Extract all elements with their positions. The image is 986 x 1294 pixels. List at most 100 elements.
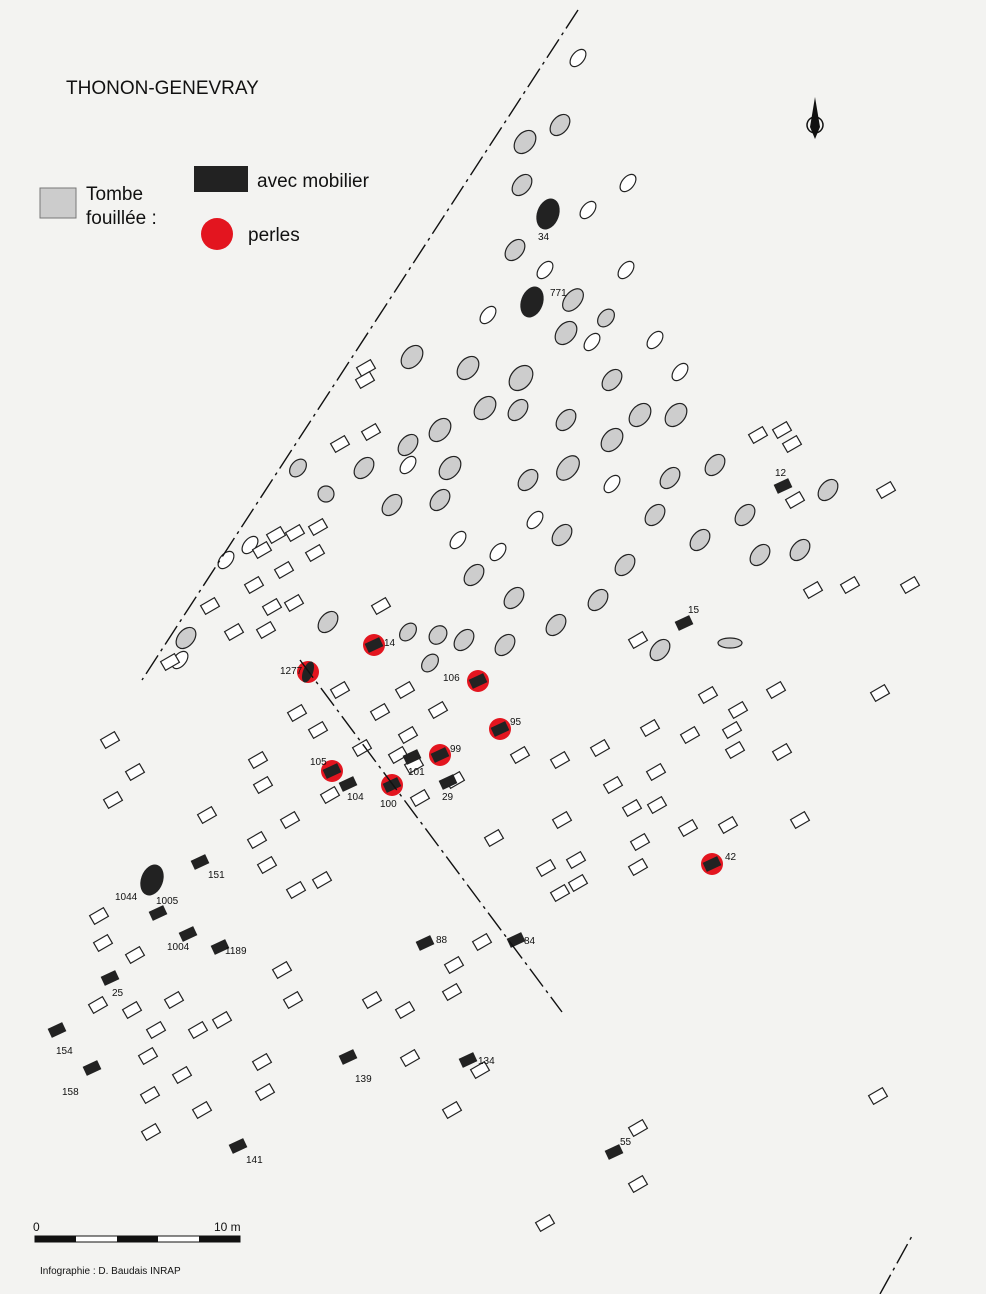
tomb-unexcavated xyxy=(243,575,265,595)
scale-bar xyxy=(34,1235,241,1243)
tomb-excavated xyxy=(597,308,615,328)
tomb-excavated xyxy=(664,402,688,428)
tomb-unexcavated xyxy=(771,742,793,762)
tomb-label: 105 xyxy=(310,757,327,768)
scale-label: 0 xyxy=(33,1220,40,1234)
tomb-unexcavated xyxy=(140,1122,162,1142)
tomb-mobilier xyxy=(382,777,402,793)
tomb-unexcavated xyxy=(87,995,109,1015)
tomb-unexcavated xyxy=(449,530,467,550)
tomb-unexcavated xyxy=(319,785,341,805)
tomb-excavated xyxy=(507,398,529,422)
tomb-unexcavated xyxy=(361,990,383,1010)
map-title: THONON-GENEVRAY xyxy=(66,78,259,99)
tomb-mobilier xyxy=(604,1144,624,1160)
tomb-mobilier xyxy=(322,763,342,779)
tomb-unexcavated xyxy=(252,775,274,795)
tomb-mobilier xyxy=(458,1052,478,1068)
tomb-unexcavated xyxy=(255,620,277,640)
tomb-unexcavated xyxy=(441,982,463,1002)
tomb-unexcavated xyxy=(869,683,891,703)
tomb-excavated xyxy=(600,427,624,453)
tomb-excavated xyxy=(399,622,417,642)
tomb-mobilier xyxy=(338,1049,358,1065)
tomb-label: 158 xyxy=(62,1087,79,1098)
tomb-excavated xyxy=(438,455,462,481)
tomb-unexcavated xyxy=(569,48,587,68)
tomb-label: 88 xyxy=(436,935,448,946)
tomb-unexcavated xyxy=(211,1010,233,1030)
tomb-excavated xyxy=(649,638,671,662)
credit: Infographie : D. Baudais INRAP xyxy=(40,1266,181,1277)
tomb-excavated xyxy=(555,408,577,432)
tomb-unexcavated xyxy=(443,955,465,975)
tomb-mobilier xyxy=(190,854,210,870)
tomb-excavated xyxy=(428,417,452,443)
tomb-mobilier xyxy=(178,926,198,942)
tomb-unexcavated xyxy=(627,1174,649,1194)
limit-line xyxy=(141,9,579,681)
tomb-mobilier xyxy=(773,478,793,494)
tomb-excavated xyxy=(504,238,526,262)
north-arrow xyxy=(806,97,824,139)
tomb-excavated xyxy=(503,586,525,610)
tomb-unexcavated xyxy=(867,1086,889,1106)
tomb-unexcavated xyxy=(285,880,307,900)
tomb-unexcavated xyxy=(279,810,301,830)
tomb-excavated xyxy=(545,613,567,637)
tomb-excavated xyxy=(734,503,756,527)
tomb-unexcavated xyxy=(282,990,304,1010)
tomb-unexcavated xyxy=(307,517,329,537)
tomb-excavated xyxy=(659,466,681,490)
tomb-unexcavated xyxy=(387,745,409,765)
tomb-mobilier xyxy=(520,286,544,318)
tomb-unexcavated xyxy=(441,1100,463,1120)
tombs xyxy=(47,48,921,1233)
tomb-unexcavated xyxy=(92,933,114,953)
tomb-unexcavated xyxy=(567,873,589,893)
tomb-unexcavated xyxy=(789,810,811,830)
tomb-unexcavated xyxy=(187,1020,209,1040)
tomb-unexcavated xyxy=(724,740,746,760)
tomb-label: 141 xyxy=(246,1155,263,1166)
tomb-excavated xyxy=(473,395,497,421)
tomb-excavated xyxy=(463,563,485,587)
tomb-unexcavated xyxy=(199,596,221,616)
tomb-excavated xyxy=(556,455,580,481)
tomb-unexcavated xyxy=(99,730,121,750)
tomb-mobilier xyxy=(536,198,560,230)
legend-text: perles xyxy=(248,225,300,246)
tomb-unexcavated xyxy=(397,725,419,745)
tomb-unexcavated xyxy=(483,828,505,848)
tomb-excavated xyxy=(494,633,516,657)
tomb-unexcavated xyxy=(602,775,624,795)
tomb-unexcavated xyxy=(771,420,793,440)
tomb-label: 1005 xyxy=(156,896,179,907)
tomb-excavated xyxy=(511,173,533,197)
tomb-unexcavated xyxy=(284,523,306,543)
tomb-excavated xyxy=(749,543,771,567)
tomb-excavated xyxy=(689,528,711,552)
tomb-unexcavated xyxy=(251,1052,273,1072)
tomb-excavated xyxy=(513,129,537,155)
tomb-label: 1004 xyxy=(167,942,190,953)
tomb-excavated xyxy=(562,288,584,312)
tomb-mobilier xyxy=(430,747,450,763)
tomb-unexcavated xyxy=(121,1000,143,1020)
tomb-label: 34 xyxy=(538,232,550,243)
tomb-excavated xyxy=(817,478,839,502)
tomb-excavated xyxy=(644,503,666,527)
tomb-unexcavated xyxy=(124,762,146,782)
tomb-label: 134 xyxy=(478,1056,495,1067)
tomb-unexcavated xyxy=(646,330,664,350)
tomb-excavated xyxy=(601,368,623,392)
tomb-excavated xyxy=(717,637,743,649)
tomb-mobilier xyxy=(674,615,694,631)
tomb-unexcavated xyxy=(565,850,587,870)
tomb-unexcavated xyxy=(311,870,333,890)
tomb-unexcavated xyxy=(717,815,739,835)
tomb-unexcavated xyxy=(329,680,351,700)
tomb-unexcavated xyxy=(271,960,293,980)
tomb-mobilier xyxy=(702,856,722,872)
